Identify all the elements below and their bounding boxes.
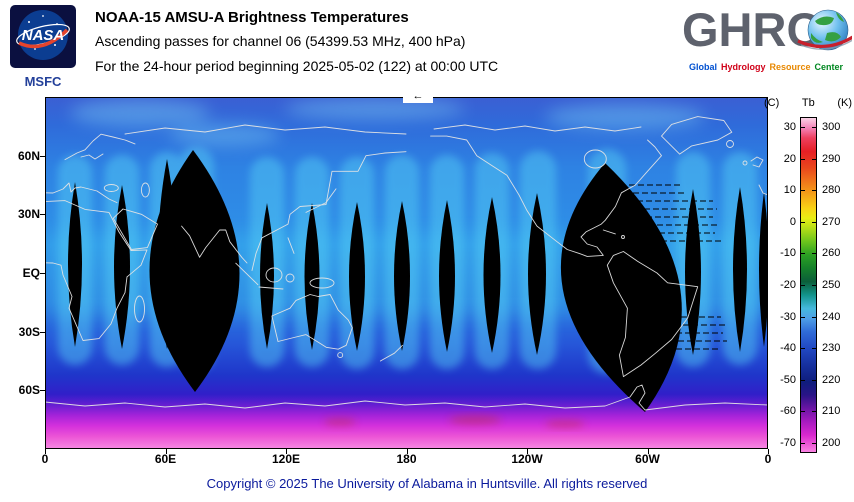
colorbar-kelvin-label: 230 [822, 342, 841, 355]
colorbar-kelvin-label: 300 [822, 121, 841, 133]
x-axis-tick-label: 0 [41, 452, 49, 466]
colorbar-kelvin-label: 240 [822, 310, 841, 323]
x-axis-tick-mark [45, 449, 46, 454]
x-axis-tick-mark [406, 449, 408, 454]
ghrc-tagline: Global Hydrology Resource Center [680, 62, 852, 72]
swath-arrow-annotation: ← [403, 91, 433, 103]
ghrc-logo: GHRC [682, 3, 854, 56]
polar-bright-patches [70, 98, 705, 146]
colorbar-kelvin-label: 290 [822, 152, 841, 165]
world-map-plot [45, 97, 768, 449]
colorbar-units: (C) Tb (K) [764, 97, 852, 109]
y-axis-tick-label: EQ [22, 266, 40, 280]
nasa-logo: NASA [10, 5, 76, 68]
x-axis-tick-label: 120E [271, 452, 301, 466]
x-axis-tick-label: 60E [154, 452, 177, 466]
y-axis-tick-label: 30S [18, 324, 40, 339]
ghrc-tagline-word: Hydrology [720, 62, 766, 72]
x-axis-tick-label: 180 [396, 452, 417, 466]
copyright-text: Copyright © 2025 The University of Alaba… [206, 476, 648, 491]
x-axis-tick-mark [286, 449, 287, 454]
colorbar-kelvin-label: 270 [822, 215, 841, 228]
plot-title: NOAA-15 AMSU-A Brightness Temperatures [95, 9, 409, 26]
x-axis-tick-mark [527, 449, 528, 454]
footer: Copyright © 2025 The University of Alaba… [0, 476, 854, 491]
x-axis-tick-label: 120W [511, 452, 543, 466]
msfc-label: MSFC [24, 74, 62, 89]
ghrc-tagline-word: Resource [769, 62, 811, 72]
plot-subtitle-channel: Ascending passes for channel 06 (54399.5… [95, 33, 466, 49]
coastlines [45, 116, 768, 411]
x-axis-tick-label: 60W [635, 452, 660, 466]
x-axis-tick-mark [165, 449, 167, 454]
colorbar-unit-tb: Tb [801, 97, 815, 109]
antarctic-warm-spots [324, 415, 585, 428]
nasa-logo-block: NASA MSFC [10, 5, 76, 89]
colorbar-kelvin-label: 220 [822, 373, 841, 386]
y-axis-tick-label: 60S [18, 383, 40, 398]
ghrc-logo-block: GHRC Global Hydrology Resource Center [680, 3, 854, 72]
colorbar-unit-kelvin: (K) [837, 97, 852, 109]
y-axis-tick-label: 30N [17, 207, 40, 222]
colorbar-kelvin-label: 280 [822, 184, 841, 197]
colorbar-kelvin-label: 250 [822, 279, 841, 291]
y-axis-tick-label: 60N [17, 148, 40, 163]
ghrc-acronym: GHRC [682, 3, 820, 56]
ghrc-tagline-word: Global [688, 62, 717, 72]
orbit-gap-swaths [68, 150, 768, 412]
plot-subtitle-period: For the 24-hour period beginning 2025-05… [95, 58, 499, 74]
x-axis-tick-mark [768, 449, 769, 454]
colorbar-kelvin-label: 210 [822, 405, 841, 418]
colorbar [800, 117, 817, 453]
nasa-wordmark: NASA [22, 27, 65, 44]
x-axis-tick-label: 0 [764, 452, 772, 466]
nasa-swoosh-icon [18, 28, 69, 49]
title-block: NOAA-15 AMSU-A Brightness Temperatures A… [95, 7, 498, 79]
colorbar-kelvin-label: 200 [822, 437, 841, 449]
x-axis-tick-mark [647, 449, 649, 454]
ghrc-tagline-word: Center [814, 62, 844, 72]
colorbar-kelvin-label: 260 [822, 247, 841, 260]
colorbar-unit-celsius: (C) [764, 97, 780, 109]
